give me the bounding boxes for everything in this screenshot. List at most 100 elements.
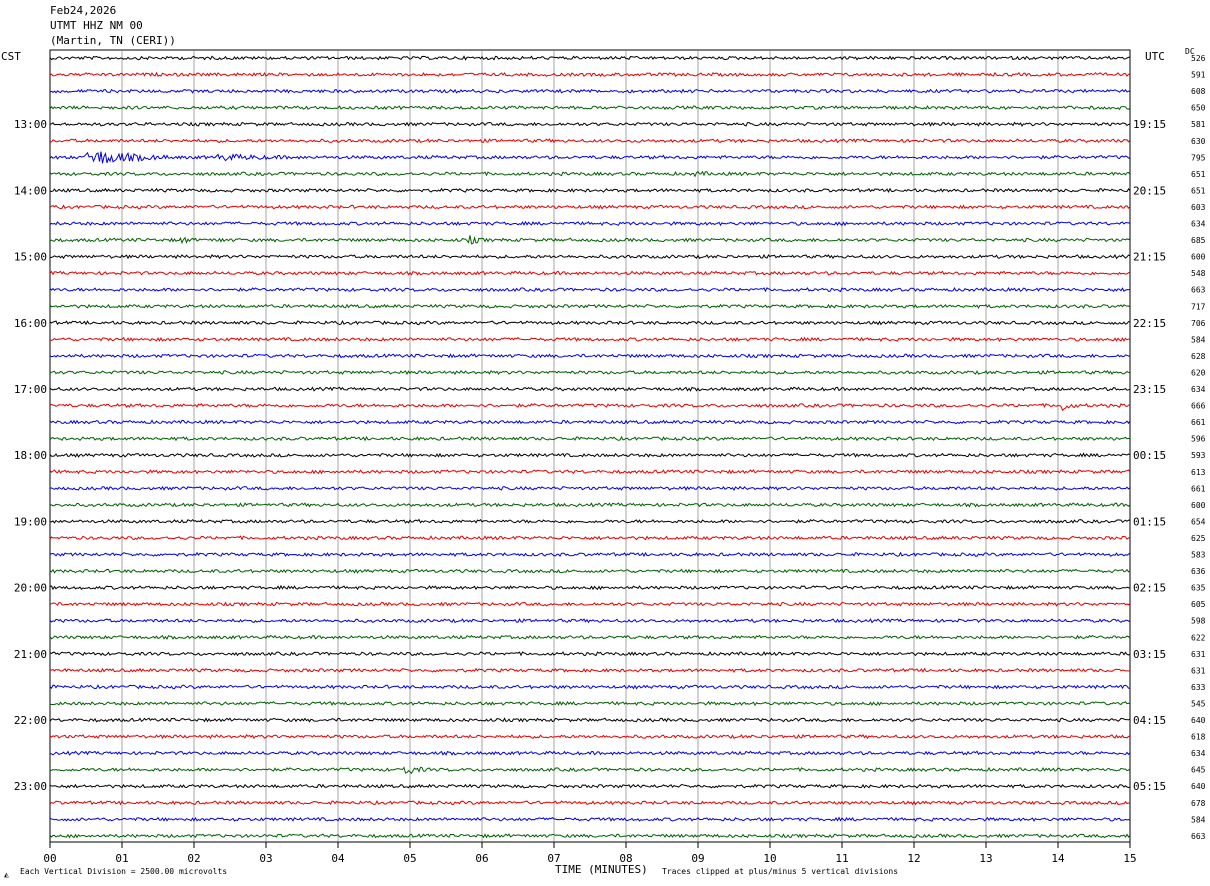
seismic-trace — [49, 452, 1131, 458]
seismic-trace — [49, 235, 1131, 245]
dc-offset-label: 633 — [1191, 683, 1206, 692]
x-axis-label: TIME (MINUTES) — [555, 863, 648, 876]
seismic-trace — [49, 618, 1131, 624]
station-code: UTMT HHZ NM 00 — [50, 19, 143, 32]
seismic-trace — [49, 518, 1131, 524]
seismic-trace — [49, 369, 1131, 376]
seismic-trace — [49, 485, 1131, 492]
seismic-trace — [49, 535, 1131, 541]
dc-offset-label: 581 — [1191, 120, 1206, 129]
utc-hour-label: 19:15 — [1133, 118, 1166, 131]
seismic-trace — [49, 187, 1131, 194]
dc-offset-label: 685 — [1191, 236, 1206, 245]
dc-offset-label: 630 — [1191, 137, 1206, 146]
seismic-trace — [49, 419, 1131, 425]
seismic-trace — [49, 270, 1131, 276]
seismic-trace — [49, 766, 1131, 775]
station-location: (Martin, TN (CERI)) — [50, 34, 176, 47]
dc-offset-label: 600 — [1191, 501, 1206, 510]
dc-offset-label: 593 — [1191, 451, 1206, 460]
dc-offset-label: 654 — [1191, 517, 1206, 526]
seismic-trace — [49, 353, 1131, 359]
dc-offset-label: 640 — [1191, 782, 1206, 791]
seismic-trace — [49, 71, 1130, 78]
dc-offset-label: 636 — [1191, 567, 1206, 576]
seismic-trace — [49, 303, 1131, 309]
dc-offset-label: 666 — [1191, 402, 1206, 411]
x-tick-label: 02 — [187, 852, 200, 865]
seismic-trace — [49, 104, 1131, 111]
scale-note: Each Vertical Division = 2500.00 microvo… — [20, 867, 228, 876]
x-tick-label: 05 — [403, 852, 416, 865]
dc-offset-label: 584 — [1191, 335, 1206, 344]
seismic-trace — [49, 253, 1131, 260]
cst-hour-label: 21:00 — [14, 648, 47, 661]
cst-hour-label: 20:00 — [14, 582, 47, 595]
cst-hour-label: 22:00 — [14, 714, 47, 727]
seismic-trace — [49, 170, 1131, 178]
dc-offset-label: 651 — [1191, 186, 1206, 195]
seismic-trace — [49, 151, 1131, 164]
dc-offset-label: 645 — [1191, 766, 1206, 775]
seismic-trace — [49, 402, 1131, 412]
utc-hour-label: 22:15 — [1133, 317, 1166, 330]
cst-axis-title: CST — [1, 50, 21, 63]
cst-hour-label: 19:00 — [14, 515, 47, 528]
plot-date: Feb24,2026 — [50, 4, 117, 17]
seismic-trace — [49, 138, 1131, 144]
dc-offset-label: 608 — [1191, 87, 1206, 96]
seismic-trace — [49, 286, 1131, 293]
dc-offset-label: 526 — [1191, 54, 1206, 63]
dc-offset-label: 603 — [1191, 203, 1206, 212]
seismic-trace — [49, 551, 1131, 558]
dc-offset-label: 631 — [1191, 650, 1206, 659]
seismic-trace — [49, 204, 1131, 210]
x-tick-label: 04 — [331, 852, 345, 865]
dc-offset-label: 596 — [1191, 435, 1206, 444]
seismic-trace — [49, 55, 1131, 61]
cst-hour-label: 17:00 — [14, 383, 47, 396]
dc-offset-label: 634 — [1191, 749, 1206, 758]
dc-offset-label: 640 — [1191, 716, 1206, 725]
dc-offset-label: 584 — [1191, 815, 1206, 824]
seismic-trace — [49, 220, 1131, 227]
dc-offset-label: 605 — [1191, 600, 1206, 609]
cst-hour-label: 23:00 — [14, 780, 47, 793]
x-tick-label: 07 — [547, 852, 560, 865]
dc-offset-label: 583 — [1191, 551, 1206, 560]
utc-hour-label: 03:15 — [1133, 648, 1166, 661]
x-tick-label: 06 — [475, 852, 488, 865]
seismic-trace — [49, 568, 1131, 574]
cst-hour-label: 13:00 — [14, 118, 47, 131]
dc-offset-label: 717 — [1191, 302, 1206, 311]
x-tick-label: 01 — [115, 852, 128, 865]
utc-hour-label: 04:15 — [1133, 714, 1166, 727]
seismic-trace — [49, 816, 1131, 822]
dc-offset-label: 622 — [1191, 633, 1206, 642]
dc-offset-label: 634 — [1191, 220, 1206, 229]
dc-offset-label: 628 — [1191, 352, 1206, 361]
utc-hour-label: 21:15 — [1133, 251, 1166, 264]
seismic-trace — [49, 336, 1130, 343]
cst-hour-label: 16:00 — [14, 317, 47, 330]
dc-offset-label: 661 — [1191, 418, 1206, 427]
cst-hour-label: 14:00 — [14, 184, 47, 197]
cst-hour-label: 18:00 — [14, 449, 47, 462]
dc-offset-label: 600 — [1191, 253, 1206, 262]
x-tick-label: 11 — [835, 852, 848, 865]
dc-offset-label: 613 — [1191, 468, 1206, 477]
plot-frame — [49, 49, 1131, 843]
utc-hour-label: 00:15 — [1133, 449, 1166, 462]
seismic-trace — [49, 799, 1131, 806]
seismic-trace — [49, 386, 1131, 392]
dc-offset-label: 548 — [1191, 269, 1206, 278]
utc-hour-label: 20:15 — [1133, 184, 1166, 197]
seismic-trace — [49, 319, 1131, 326]
clip-note: Traces clipped at plus/minus 5 vertical … — [662, 867, 899, 876]
seismic-trace — [50, 601, 1131, 607]
utc-hour-label: 23:15 — [1133, 383, 1166, 396]
seismic-trace — [49, 833, 1131, 839]
dc-axis-title: DC — [1185, 47, 1195, 56]
seismic-trace — [49, 717, 1131, 723]
dc-offset-label: 634 — [1191, 385, 1206, 394]
